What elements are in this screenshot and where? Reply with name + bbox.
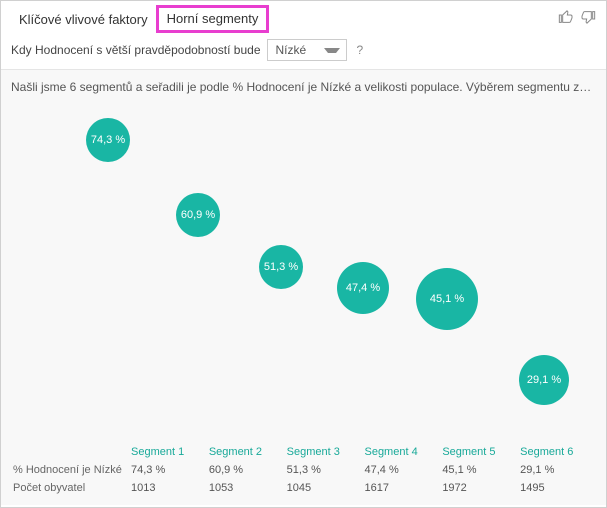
tab-key-influencers[interactable]: Klíčové vlivové faktory — [11, 7, 156, 33]
segment-column-6[interactable]: Segment 6 — [518, 443, 596, 461]
cell: 1495 — [518, 479, 596, 497]
cell: 74,3 % — [129, 461, 207, 479]
cell: 1617 — [362, 479, 440, 497]
cell: 1013 — [129, 479, 207, 497]
cell: 47,4 % — [362, 461, 440, 479]
help-icon[interactable]: ? — [357, 43, 364, 57]
segments-table: Segment 1Segment 2Segment 3Segment 4Segm… — [11, 443, 596, 497]
value-dropdown[interactable]: Nízké — [267, 39, 347, 61]
cell: 29,1 % — [518, 461, 596, 479]
cell: 1053 — [207, 479, 285, 497]
table-row: Počet obyvatel101310531045161719721495 — [11, 479, 596, 497]
segment-bubble-2[interactable]: 60,9 % — [176, 193, 220, 237]
thumbs-down-icon[interactable] — [580, 9, 596, 30]
cell: 1045 — [285, 479, 363, 497]
cell: 60,9 % — [207, 461, 285, 479]
cell: 1972 — [440, 479, 518, 497]
table-row: % Hodnocení je Nízké74,3 %60,9 %51,3 %47… — [11, 461, 596, 479]
cell: 45,1 % — [440, 461, 518, 479]
segment-bubble-5[interactable]: 45,1 % — [416, 268, 478, 330]
thumbs-up-icon[interactable] — [558, 9, 574, 30]
segment-bubble-6[interactable]: 29,1 % — [519, 355, 569, 405]
tab-top-segments[interactable]: Horní segmenty — [156, 5, 270, 33]
cell: 51,3 % — [285, 461, 363, 479]
segment-bubble-4[interactable]: 47,4 % — [337, 262, 389, 314]
row-label: Počet obyvatel — [11, 479, 129, 497]
segments-description: Našli jsme 6 segmentů a seřadili je podl… — [11, 80, 596, 94]
segment-bubble-3[interactable]: 51,3 % — [259, 245, 303, 289]
segment-column-3[interactable]: Segment 3 — [285, 443, 363, 461]
segments-bubble-chart: 74,3 % 60,9 % 51,3 % 47,4 % 45,1 % 29,1 % — [11, 100, 596, 439]
row-label: % Hodnocení je Nízké — [11, 461, 129, 479]
segment-column-4[interactable]: Segment 4 — [362, 443, 440, 461]
question-prefix: Kdy Hodnocení s větší pravděpodobností b… — [11, 43, 261, 57]
segment-column-5[interactable]: Segment 5 — [440, 443, 518, 461]
segment-bubble-1[interactable]: 74,3 % — [86, 118, 130, 162]
segment-column-1[interactable]: Segment 1 — [129, 443, 207, 461]
segment-column-2[interactable]: Segment 2 — [207, 443, 285, 461]
